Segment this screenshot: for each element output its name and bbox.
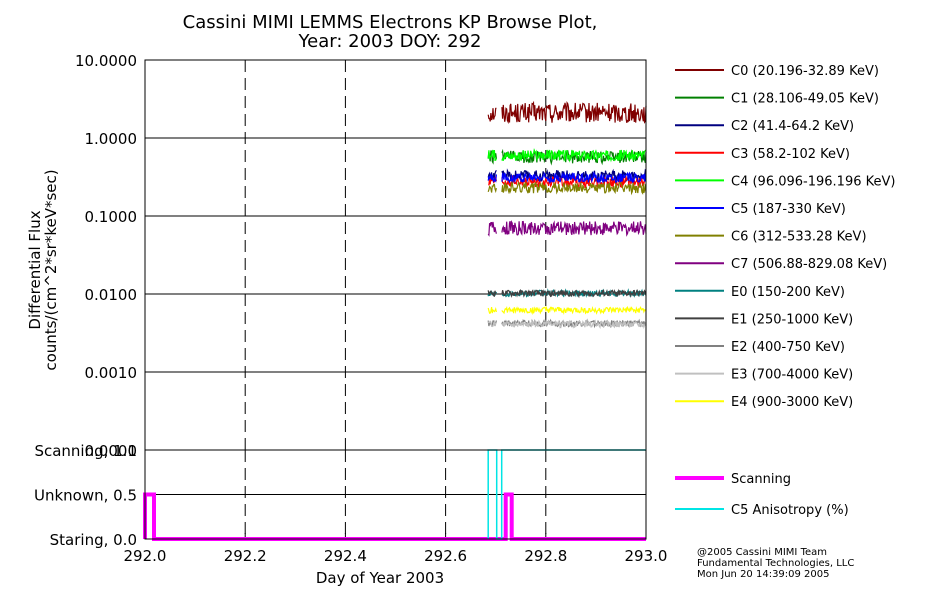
flux-series-line bbox=[487, 319, 647, 330]
y-tick-label: 0.1000 bbox=[85, 208, 138, 226]
flux-legend: C0 (20.196-32.89 KeV) C1 (28.106-49.05 Ke… bbox=[675, 64, 895, 410]
y-tick-label: 1.0000 bbox=[85, 130, 138, 148]
legend-entry: E1 (250-1000 KeV) bbox=[731, 312, 853, 327]
x-axis-label: Day of Year 2003 bbox=[316, 569, 444, 587]
x-tick-label: 292.4 bbox=[324, 547, 367, 565]
scan-y-tick-label: Scanning, 1.0 bbox=[34, 442, 137, 460]
y-axis-label-line2: counts/(cm^2*sr*keV*sec) bbox=[42, 169, 60, 370]
legend-entry: C4 (96.096-196.196 KeV) bbox=[731, 174, 895, 189]
flux-series-line bbox=[487, 100, 647, 125]
y-tick-label: 0.0001 bbox=[85, 442, 138, 460]
legend-entry: Scanning bbox=[731, 472, 791, 487]
legend-entry: C6 (312-533.28 KeV) bbox=[731, 230, 867, 245]
footer-organization: Fundamental Technologies, LLC bbox=[697, 558, 854, 569]
legend-entry: E4 (900-3000 KeV) bbox=[731, 395, 853, 410]
x-tick-label: 292.2 bbox=[224, 547, 267, 565]
footer-timestamp: Mon Jun 20 14:39:09 2005 bbox=[697, 569, 830, 580]
x-tick-label: 292.8 bbox=[524, 547, 567, 565]
legend-entry: C0 (20.196-32.89 KeV) bbox=[731, 64, 879, 79]
legend-entry: E0 (150-200 KeV) bbox=[731, 285, 845, 300]
flux-panel: 10.0000 1.0000 0.1000 0.0100 0.0010 0.0001 bbox=[75, 52, 647, 460]
scan-panel-frame bbox=[144, 449, 647, 540]
legend-entry: C1 (28.106-49.05 KeV) bbox=[731, 92, 879, 107]
legend-entry: C2 (41.4-64.2 KeV) bbox=[731, 119, 854, 134]
flux-series-line bbox=[487, 305, 647, 316]
legend-entry: C7 (506.88-829.08 KeV) bbox=[731, 257, 887, 272]
x-tick-label: 293.0 bbox=[625, 547, 668, 565]
y-tick-label: 0.0010 bbox=[85, 364, 138, 382]
legend-entry: C5 Anisotropy (%) bbox=[731, 503, 849, 518]
chart-subtitle: Year: 2003 DOY: 292 bbox=[298, 31, 482, 52]
scanning-series-line bbox=[143, 492, 646, 541]
legend-entry: C5 (187-330 KeV) bbox=[731, 202, 846, 217]
x-tick-label: 292.0 bbox=[124, 547, 167, 565]
flux-series-line bbox=[487, 219, 647, 237]
footer-copyright: @2005 Cassini MIMI Team bbox=[697, 547, 827, 558]
y-tick-label: 10.0000 bbox=[75, 52, 137, 70]
scan-y-tick-label: Unknown, 0.5 bbox=[34, 487, 137, 505]
y-tick-label: 0.0100 bbox=[85, 286, 138, 304]
flux-series-line bbox=[487, 171, 647, 185]
scan-y-tick-label: Staring, 0.0 bbox=[50, 531, 137, 549]
flux-series-line bbox=[487, 181, 647, 196]
x-tick-label: 292.6 bbox=[424, 547, 467, 565]
scan-legend: Scanning C5 Anisotropy (%) bbox=[675, 472, 849, 518]
legend-entry: C3 (58.2-102 KeV) bbox=[731, 147, 850, 162]
y-axis-label-line1: Differential Flux bbox=[26, 210, 44, 329]
flux-series-line bbox=[487, 288, 647, 299]
chart-title: Cassini MIMI LEMMS Electrons KP Browse P… bbox=[183, 12, 598, 33]
legend-entry: E2 (400-750 KeV) bbox=[731, 340, 845, 355]
flux-series-line bbox=[487, 148, 647, 163]
legend-entry: E3 (700-4000 KeV) bbox=[731, 368, 853, 383]
